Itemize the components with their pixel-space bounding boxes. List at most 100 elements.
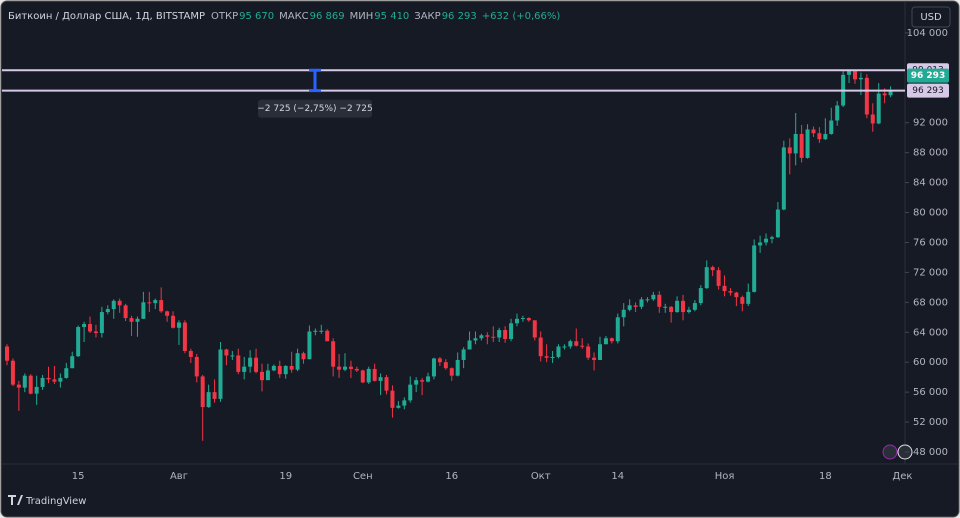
candle-body [675,300,680,313]
candle-body [248,357,253,367]
candle-body [265,370,270,381]
y-tick-label: 76 000 [913,237,948,248]
candle-body [354,368,359,371]
candle-body [686,309,691,313]
candle-body [230,355,235,357]
candle-body [40,377,45,387]
candle-body [343,366,348,370]
last-price-label: 96 293 [911,71,945,81]
logo: TradingView [8,495,86,507]
x-tick-label: 18 [819,471,832,482]
candle-body [402,400,407,406]
y-tick-label: 84 000 [913,178,948,189]
candle-body [372,368,377,381]
candle-body [645,299,650,301]
candle-body [787,147,792,154]
header-low-label: МИН [350,11,374,22]
candle-body [331,341,336,367]
level-label-box [907,83,949,98]
y-tick-label: 104 000 [907,28,948,39]
x-tick-label: Авг [170,471,188,482]
candle-body [46,377,51,380]
candle-body [5,346,9,361]
candle-body [734,292,739,298]
candle-body [390,390,395,408]
candle-body [562,346,567,348]
candle-body [10,360,15,385]
candle-body [277,365,282,375]
candle-body [348,366,353,369]
candle-body [147,302,152,304]
x-tick-label: Дек [892,471,912,482]
candle-body [728,291,733,293]
candle-body [408,384,413,401]
header-open-label: ОТКР [211,11,238,22]
candle-body [165,311,170,316]
candle-body [764,238,769,243]
candle-body [888,90,893,96]
candle-body [206,392,211,408]
candle-body [366,368,371,383]
candle-body [236,355,241,372]
measure-box [258,99,372,118]
candle-body [775,209,780,238]
candle-body [716,270,721,286]
candle-body [70,356,75,369]
candle-body [758,242,763,246]
candle-body [876,93,881,124]
candle-body [805,129,810,158]
candle-body [105,309,110,313]
candle-body [141,302,146,319]
icon[interactable] [882,444,898,460]
candle-body [769,237,774,239]
candle-body [799,133,804,158]
candle-body [532,320,537,338]
candle-body [491,336,496,338]
candle-body [829,120,834,134]
y-tick-label: 80 000 [913,208,948,219]
header: Биткоин / Доллар США, 1Д, BITSTAMP ОТКР 9… [8,11,560,22]
candle-body [431,358,436,377]
logo-icon [8,495,23,505]
candle-body [704,267,709,289]
candle-body [171,315,176,328]
candle-body [746,291,751,304]
candle-body [692,303,697,310]
y-tick-label: 92 000 [913,118,948,129]
header-change: +632 (+0,66%) [482,11,561,22]
candle-body [882,93,887,96]
candle-body [28,375,33,394]
y-tick-label: 64 000 [913,327,948,338]
header-close: 96 293 [442,11,477,22]
candle-body [598,344,602,360]
candle-body [520,318,525,320]
y-tick-label: 68 000 [913,297,948,308]
candle-body [414,380,419,385]
header-high: 96 869 [310,11,345,22]
header-open: 95 670 [239,11,274,22]
candle-body [313,330,318,332]
y-tick-label: 88 000 [913,148,948,159]
brand: TradingView [25,496,86,507]
candle-body [603,338,608,345]
header-low: 95 410 [374,11,409,22]
candle-body [82,324,87,328]
candle-body [123,305,128,319]
symbol: Биткоин / Доллар США, 1Д, BITSTAMP [8,11,205,22]
currency[interactable]: USD [920,12,942,23]
candle-body [740,297,745,304]
currency-button[interactable] [911,6,951,28]
header-high-label: МАКС [279,11,309,22]
candle-body [485,335,490,337]
x-tick-label: Окт [531,471,551,482]
candle-body [76,327,81,357]
candle-body [289,365,294,370]
candle-body [295,353,300,370]
candle-body [93,331,98,334]
candle-body [811,129,816,134]
candle-body [182,322,187,351]
x-tick-label: 16 [445,471,458,482]
candle-body [633,305,638,307]
